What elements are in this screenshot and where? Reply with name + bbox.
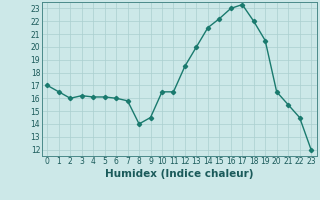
X-axis label: Humidex (Indice chaleur): Humidex (Indice chaleur) xyxy=(105,169,253,179)
